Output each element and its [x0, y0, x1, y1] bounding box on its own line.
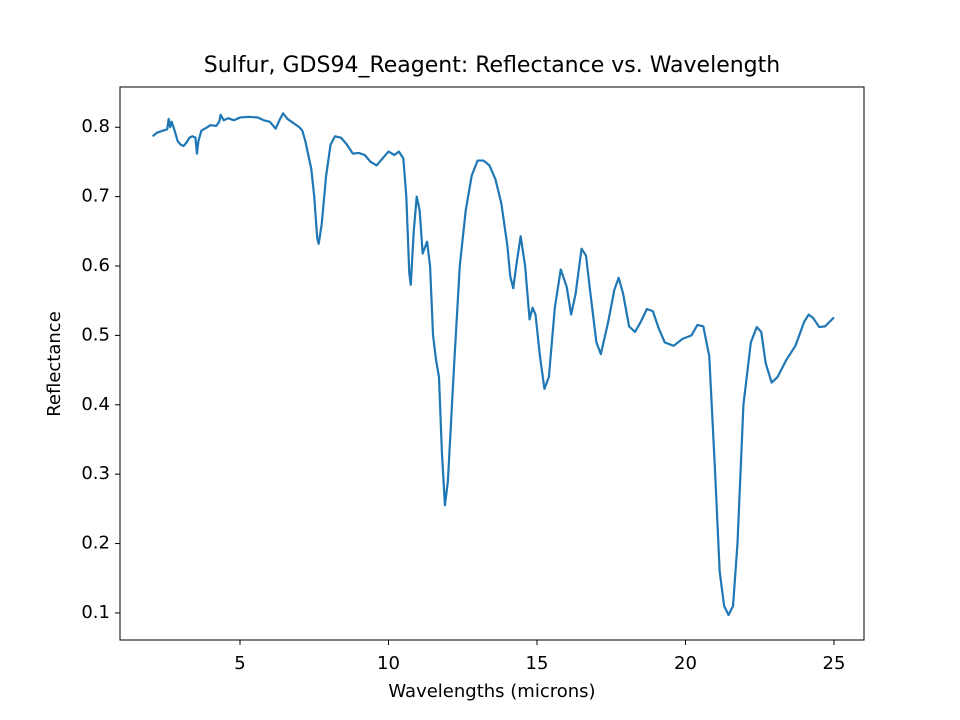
plot-frame — [119, 86, 865, 641]
y-axis-label: Reflectance — [44, 311, 65, 417]
chart-title: Sulfur, GDS94_Reagent: Reflectance vs. W… — [204, 53, 780, 78]
y-tick-label: 0.1 — [81, 602, 110, 623]
y-tick-label: 0.4 — [81, 394, 110, 415]
x-tick-label: 15 — [526, 653, 549, 674]
x-tick-label: 20 — [674, 653, 697, 674]
data-line — [151, 112, 835, 617]
y-tick-label: 0.6 — [81, 255, 110, 276]
y-tick-label: 0.8 — [81, 116, 110, 137]
y-tick-label: 0.7 — [81, 186, 110, 207]
y-tick-label: 0.2 — [81, 533, 110, 554]
y-tick-label: 0.3 — [81, 463, 110, 484]
x-tick-label: 10 — [377, 653, 400, 674]
x-tick-label: 25 — [823, 653, 846, 674]
y-tick-label: 0.5 — [81, 324, 110, 345]
x-tick-label: 5 — [234, 653, 245, 674]
x-axis-label: Wavelengths (microns) — [388, 681, 595, 702]
